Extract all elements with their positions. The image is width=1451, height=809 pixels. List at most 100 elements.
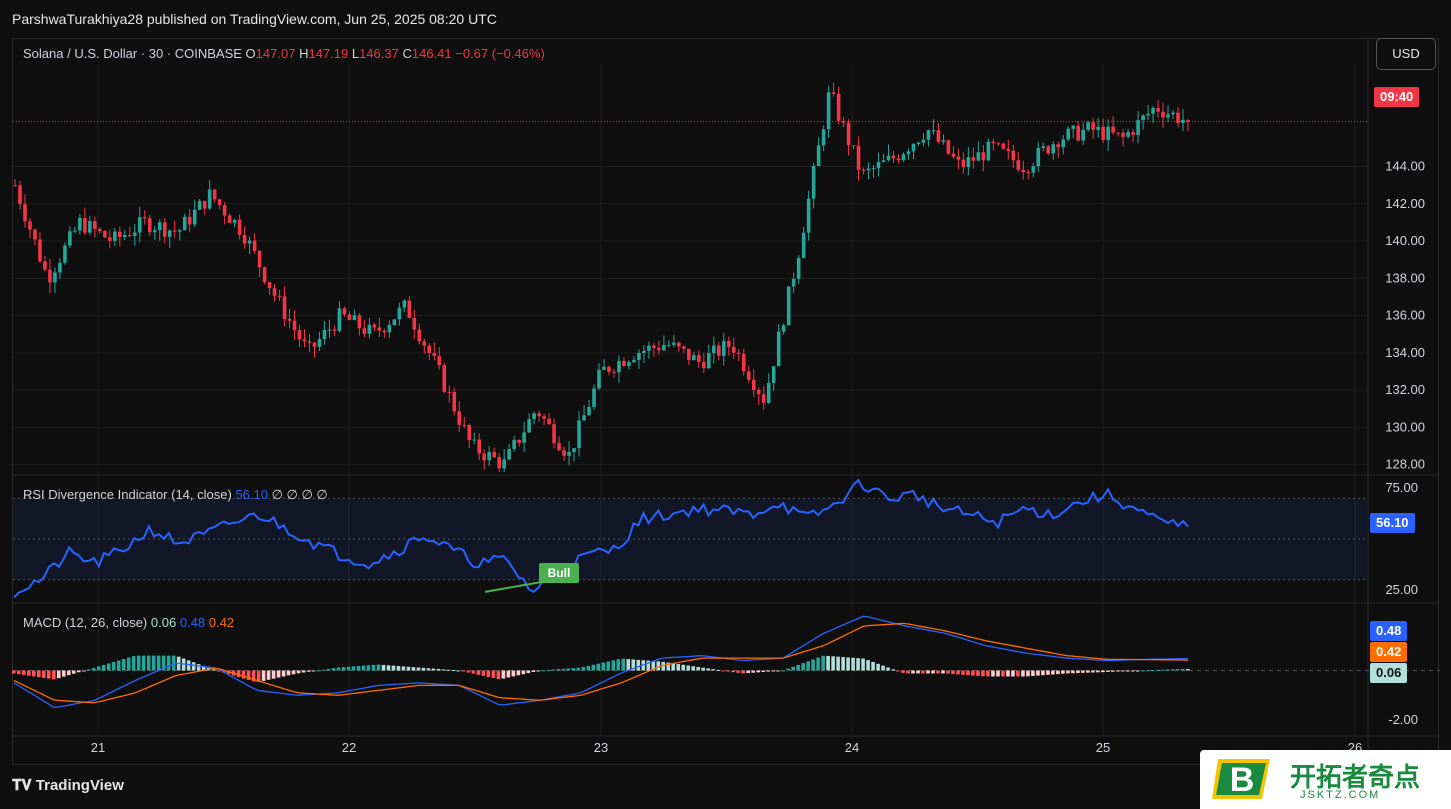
macd-hist-bar	[46, 670, 51, 679]
high-label: H	[299, 46, 309, 61]
candle-body	[437, 355, 442, 366]
candle-body	[861, 169, 866, 171]
macd-hist-bar	[346, 666, 351, 671]
chart-panel[interactable]	[12, 38, 1439, 765]
macd-hist-bar	[1046, 670, 1050, 675]
macd-hist-bar	[1156, 669, 1160, 671]
macd-hist-bar	[401, 666, 406, 671]
candle-body	[572, 448, 576, 452]
candle-body	[811, 165, 816, 199]
macd-hist-bar	[1121, 670, 1125, 672]
macd-hist-bar	[266, 670, 271, 680]
candle-body	[771, 366, 776, 383]
macd-hist-bar	[1106, 670, 1110, 672]
candle-body	[697, 355, 701, 362]
macd-hist-bar	[1151, 669, 1155, 671]
candle-body	[761, 394, 766, 403]
macd-hist-bar	[521, 670, 526, 675]
candle-body	[841, 120, 846, 123]
candle-body	[961, 159, 966, 168]
tradingview-logo[interactable]: 𝐓𝐕 TradingView	[12, 777, 124, 794]
macd-hist-bar	[1136, 670, 1140, 672]
currency-button[interactable]: USD	[1376, 38, 1436, 70]
candle-body	[252, 240, 257, 251]
candle-body	[1111, 126, 1115, 133]
candle-body	[856, 145, 861, 170]
macd-hist-bar	[336, 667, 341, 671]
bull-label: Bull	[548, 566, 571, 580]
macd-hist-bar	[601, 662, 606, 671]
candle-body	[941, 140, 946, 142]
macd-line	[13, 615, 1189, 709]
candle-body	[357, 315, 362, 329]
macd-hist-tag: 0.06	[1370, 663, 1408, 683]
candle-body	[1151, 107, 1155, 114]
candle-body	[442, 365, 447, 392]
candle-body	[712, 345, 716, 354]
candle-body	[317, 339, 322, 347]
candle-body	[307, 341, 312, 343]
macd-hist-bar	[151, 655, 156, 671]
macd-hist-bar	[141, 655, 146, 671]
macd-hist-bar	[636, 659, 641, 671]
rsi-label[interactable]: RSI Divergence Indicator (14, close)	[23, 487, 232, 502]
candle-body	[487, 452, 491, 461]
macd-hist-bar	[101, 664, 106, 671]
macd-hist-bar	[926, 670, 930, 674]
candle-body	[791, 278, 796, 287]
macd-hist-bar	[1056, 670, 1060, 675]
candle-body	[816, 145, 821, 166]
macd-hist-bar	[306, 670, 311, 672]
macd-hist-bar	[461, 670, 466, 672]
candle-body	[1096, 126, 1100, 130]
candle-body	[677, 342, 681, 347]
macd-hist-bar	[881, 665, 885, 671]
candle-body	[217, 199, 222, 206]
macd-hist-bar	[276, 670, 281, 678]
candle-body	[796, 257, 801, 279]
macd-hist-bar	[1016, 670, 1020, 677]
candle-body	[1116, 132, 1120, 134]
macd-hist-bar	[726, 670, 730, 672]
macd-label[interactable]: MACD (12, 26, close)	[23, 615, 148, 630]
candle-body	[901, 154, 906, 161]
macd-hist-bar	[911, 670, 915, 674]
candle-body	[332, 329, 337, 331]
symbol-name[interactable]: Solana / U.S. Dollar · 30 · COINBASE	[23, 46, 242, 61]
candle-body	[43, 261, 47, 270]
candle-body	[662, 345, 666, 351]
candle-body	[547, 418, 551, 425]
macd-hist-bar	[831, 656, 835, 671]
macd-hist-bar	[851, 657, 855, 671]
macd-hist-bar	[236, 670, 241, 678]
macd-hist-bar	[511, 670, 516, 677]
macd-hist-bar	[646, 660, 651, 671]
macd-hist-bar	[341, 667, 346, 671]
macd-hist-bar	[211, 669, 216, 671]
candle-body	[48, 269, 52, 283]
macd-hist-bar	[676, 664, 681, 671]
candle-body	[512, 439, 516, 449]
candle-body	[996, 143, 1001, 145]
low-value: 146.37	[359, 46, 399, 61]
macd-line-value: 0.48	[179, 615, 206, 630]
macd-hist-bar	[96, 666, 101, 671]
macd-hist-bar	[1116, 670, 1120, 672]
candle-body	[632, 359, 636, 363]
macd-hist-bar	[886, 667, 890, 671]
macd-hist-bar	[976, 670, 980, 676]
candle-body	[247, 240, 252, 244]
macd-hist-bar	[516, 670, 521, 676]
macd-hist-bar	[731, 670, 735, 673]
macd-hist-bar	[416, 667, 421, 671]
macd-hist-bar	[591, 664, 596, 671]
candle-body	[936, 130, 941, 142]
candle-body	[28, 221, 32, 230]
macd-hist-bar	[736, 670, 740, 673]
candle-body	[1001, 143, 1006, 149]
macd-hist-bar	[411, 667, 416, 671]
candle-body	[946, 140, 951, 154]
macd-hist-bar	[956, 670, 960, 675]
candle-body	[542, 416, 546, 419]
